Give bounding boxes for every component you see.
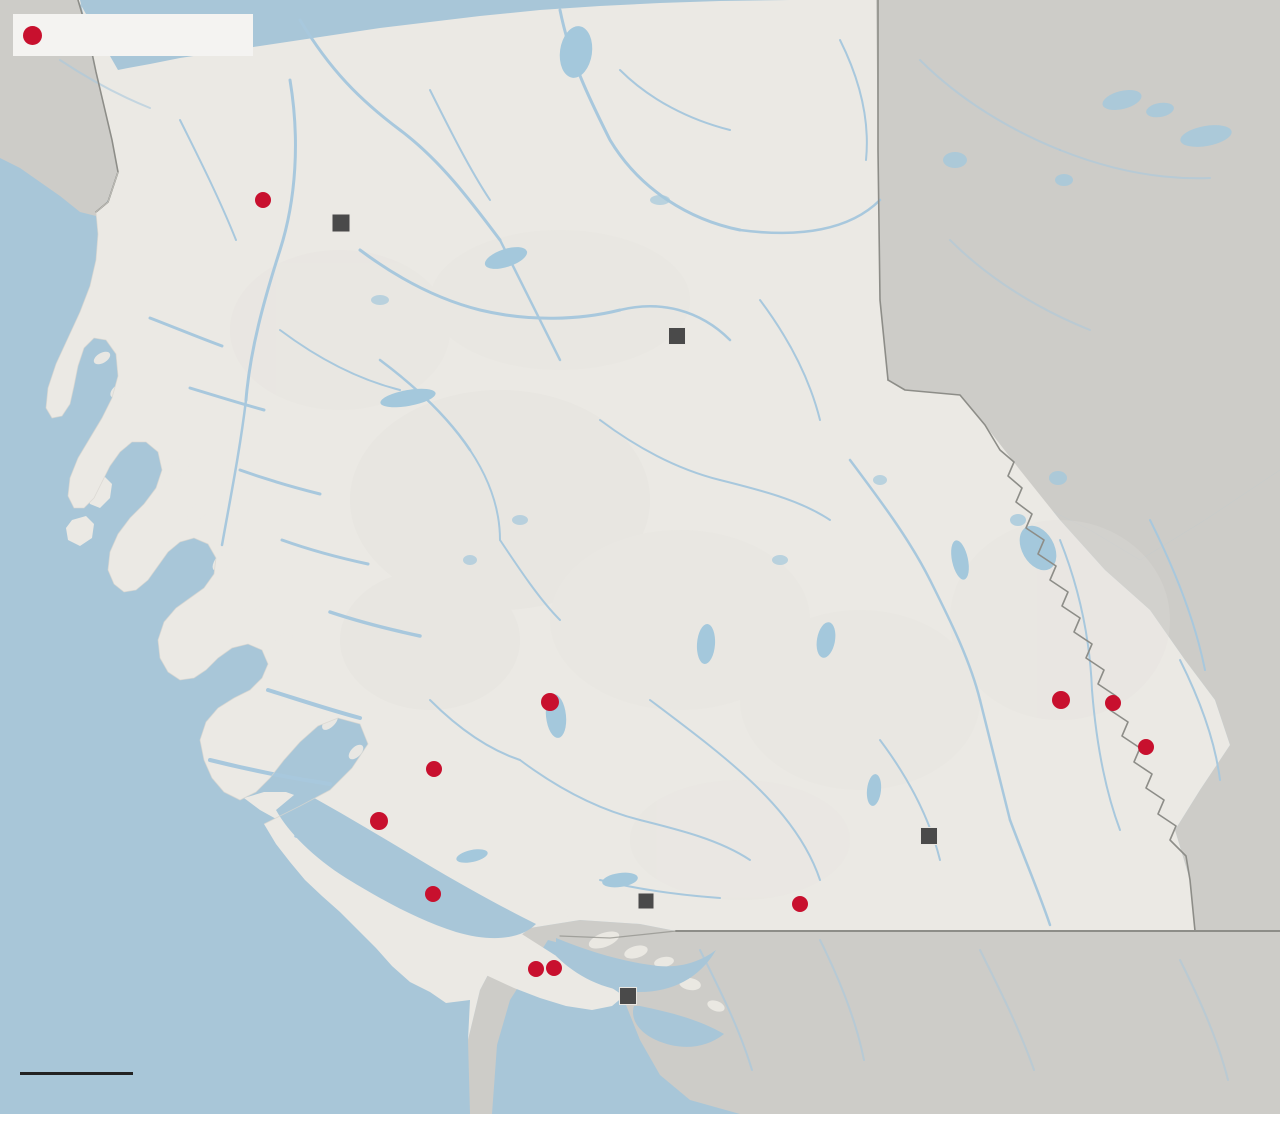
red-dot-4[interactable] [370, 812, 388, 830]
map-canvas[interactable] [0, 0, 1280, 1114]
gray-square-2[interactable] [668, 327, 686, 345]
bottom-white-band [0, 1114, 1280, 1147]
red-dot-6[interactable] [528, 961, 544, 977]
scalebar-line [20, 1072, 133, 1075]
red-dot-10[interactable] [1105, 695, 1121, 711]
map-scalebar [20, 1072, 134, 1078]
lakes [371, 26, 1232, 888]
boundary-bc-alberta [887, 379, 1196, 932]
land-alberta [960, 395, 1280, 931]
coastal-islands [93, 351, 725, 1012]
red-dot-5[interactable] [425, 886, 441, 902]
land-british-columbia [46, 0, 1230, 1040]
coastline-stroke [45, 171, 369, 825]
map-legend [13, 14, 253, 56]
gray-square-5[interactable] [619, 987, 637, 1005]
red-dot-2[interactable] [541, 693, 559, 711]
red-dot-11[interactable] [1138, 739, 1154, 755]
gray-square-1[interactable] [331, 213, 351, 233]
marker-layer [255, 192, 1154, 1005]
boundary-bc-yukon [877, 0, 889, 381]
boundary-usa-strait [559, 930, 677, 939]
red-dot-8[interactable] [792, 896, 808, 912]
gray-square-3[interactable] [920, 827, 938, 845]
terrain-shading [230, 230, 1170, 900]
inland-sea [276, 790, 724, 1047]
land-haida-gwaii [66, 476, 112, 546]
red-dot-3[interactable] [426, 761, 442, 777]
map-vector-layer [0, 0, 1280, 1114]
red-dot-7[interactable] [546, 960, 562, 976]
legend-red-dot-icon [23, 25, 42, 45]
red-dot-9[interactable] [1052, 691, 1070, 709]
red-dot-1[interactable] [255, 192, 271, 208]
gray-square-4[interactable] [637, 892, 655, 910]
